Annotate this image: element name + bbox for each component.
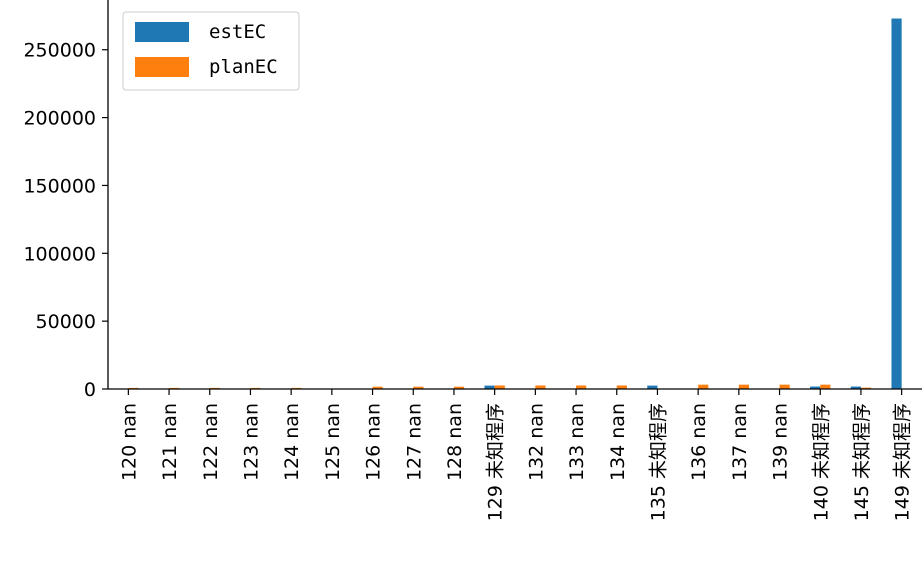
x-tick-label-16: 139 nan: [770, 403, 792, 481]
x-tick-label-5: 125 nan: [322, 403, 344, 481]
x-tick-label-19: 149 未知程序: [892, 403, 914, 521]
x-tick-label-13: 135 未知程序: [647, 403, 669, 521]
x-tick-label-9: 129 未知程序: [485, 403, 507, 521]
x-tick-label-10: 132 nan: [525, 403, 547, 481]
x-tick-label-11: 133 nan: [566, 403, 588, 481]
y-tick-label-3: 150000: [23, 175, 96, 197]
x-tick-label-8: 128 nan: [444, 403, 466, 481]
x-tick-label-2: 122 nan: [200, 403, 222, 481]
x-tick-label-0: 120 nan: [118, 403, 140, 481]
y-tick-label-2: 100000: [23, 243, 96, 265]
legend-swatch-estEC: [135, 22, 189, 42]
y-tick-label-5: 250000: [23, 40, 96, 62]
x-tick-label-18: 145 未知程序: [851, 403, 873, 521]
x-tick-label-17: 140 未知程序: [810, 403, 832, 521]
y-tick-label-1: 50000: [36, 311, 96, 333]
bar-planEC-16: [780, 385, 790, 389]
x-tick-label-14: 136 nan: [688, 403, 710, 481]
bar-planEC-14: [698, 385, 708, 389]
x-tick-label-12: 134 nan: [607, 403, 629, 481]
x-tick-label-15: 137 nan: [729, 403, 751, 481]
legend-label-estEC: estEC: [209, 21, 266, 43]
bar-estEC-19: [891, 19, 901, 389]
y-tick-label-4: 200000: [23, 108, 96, 130]
bar-planEC-17: [820, 385, 830, 389]
x-tick-label-7: 127 nan: [403, 403, 425, 481]
legend-swatch-planEC: [135, 57, 189, 77]
bar-planEC-15: [739, 385, 749, 389]
legend-label-planEC: planEC: [209, 56, 278, 78]
x-tick-label-4: 124 nan: [281, 403, 303, 481]
x-tick-label-1: 121 nan: [159, 403, 181, 481]
y-tick-label-0: 0: [84, 379, 96, 401]
x-tick-label-3: 123 nan: [240, 403, 262, 481]
x-tick-label-6: 126 nan: [363, 403, 385, 481]
